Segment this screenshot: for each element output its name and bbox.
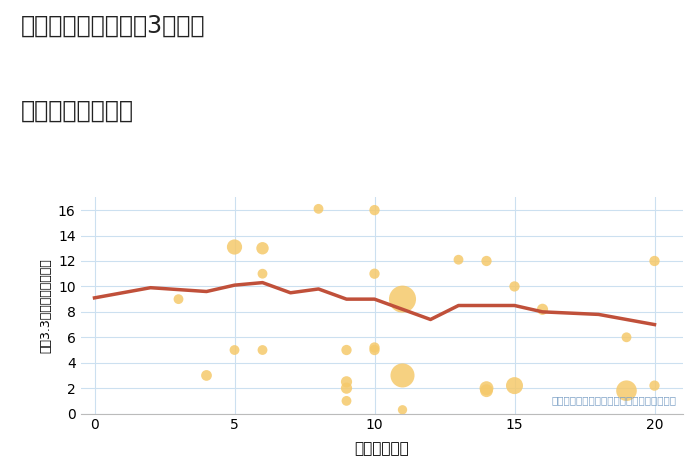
Point	[621, 387, 632, 394]
Point	[621, 334, 632, 341]
Point	[369, 270, 380, 277]
Y-axis label: 坪（3.3㎡）単価（万円）: 坪（3.3㎡）単価（万円）	[39, 258, 52, 353]
X-axis label: 駅距離（分）: 駅距離（分）	[354, 441, 409, 456]
Point	[481, 257, 492, 265]
Point	[649, 257, 660, 265]
Point	[453, 256, 464, 264]
Point	[229, 346, 240, 354]
Point	[369, 346, 380, 354]
Point	[341, 346, 352, 354]
Point	[481, 384, 492, 392]
Text: 駅距離別土地価格: 駅距離別土地価格	[21, 99, 134, 123]
Point	[397, 295, 408, 303]
Point	[369, 344, 380, 351]
Point	[481, 387, 492, 394]
Point	[201, 372, 212, 379]
Point	[397, 406, 408, 414]
Point	[173, 295, 184, 303]
Point	[257, 244, 268, 252]
Point	[257, 346, 268, 354]
Text: 三重県名張市希央台3番町の: 三重県名張市希央台3番町の	[21, 14, 206, 38]
Point	[229, 243, 240, 251]
Text: 円の大きさは、取引のあった物件面積を示す: 円の大きさは、取引のあった物件面積を示す	[552, 395, 676, 405]
Point	[509, 382, 520, 389]
Point	[369, 206, 380, 214]
Point	[313, 205, 324, 212]
Point	[341, 397, 352, 405]
Point	[341, 378, 352, 385]
Point	[537, 306, 548, 313]
Point	[509, 282, 520, 290]
Point	[649, 382, 660, 389]
Point	[257, 270, 268, 277]
Point	[341, 384, 352, 392]
Point	[397, 372, 408, 379]
